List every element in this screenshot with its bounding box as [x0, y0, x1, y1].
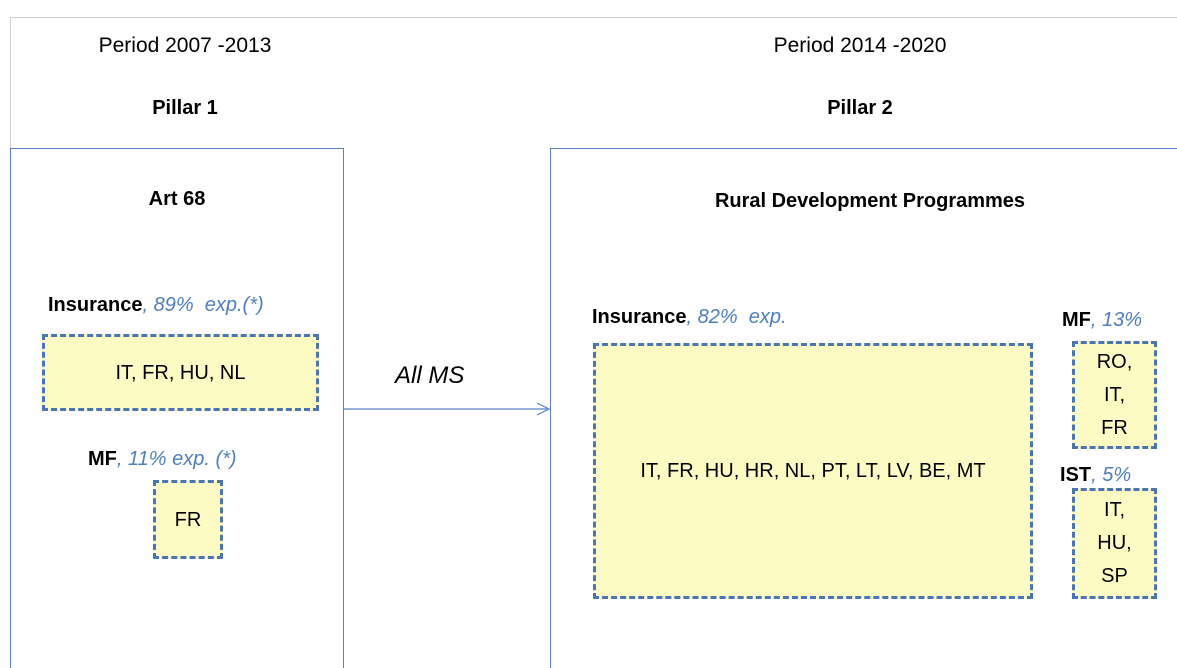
box-title: Rural Development Programmes: [714, 190, 1026, 212]
period: Period 2007 -2013: [98, 34, 272, 57]
pillar: Pillar 1: [152, 97, 218, 119]
box-title: Art 68: [148, 188, 206, 210]
group-note: , 89% exp.(*): [142, 294, 264, 316]
group-label: Insurance, 82% exp.: [592, 306, 787, 329]
group-label: IST, 5%: [1060, 464, 1131, 487]
group-name: MF: [1062, 309, 1091, 331]
group-note: , 11% exp. (*): [116, 448, 237, 470]
pillar: Pillar 2: [827, 97, 893, 119]
page-border-left: [10, 17, 11, 148]
group-label: MF, 13%: [1062, 309, 1142, 332]
group-box: RO, IT, FR: [1072, 341, 1157, 449]
right-box: [550, 148, 1177, 668]
group-name: MF: [88, 448, 117, 470]
group-label: Insurance, 89% exp.(*): [48, 294, 264, 317]
group-note: , 82% exp.: [686, 306, 787, 328]
page-border-top: [10, 17, 1177, 18]
group-name: IST: [1060, 464, 1092, 486]
group-box: FR: [153, 480, 223, 559]
period: Period 2014 -2020: [773, 34, 947, 57]
group-note: , 5%: [1091, 464, 1132, 486]
group-name: Insurance: [48, 294, 143, 316]
group-label: MF, 11% exp. (*): [88, 448, 237, 471]
group-box: IT, HU, SP: [1072, 488, 1157, 599]
group-name: Insurance: [592, 306, 687, 328]
arrow: [343, 402, 551, 416]
group-note: , 13%: [1090, 309, 1143, 331]
arrow-label: All MS: [395, 362, 465, 389]
group-box: IT, FR, HU, NL: [42, 334, 319, 411]
left-box: [10, 148, 344, 668]
group-box: IT, FR, HU, HR, NL, PT, LT, LV, BE, MT: [593, 343, 1033, 599]
